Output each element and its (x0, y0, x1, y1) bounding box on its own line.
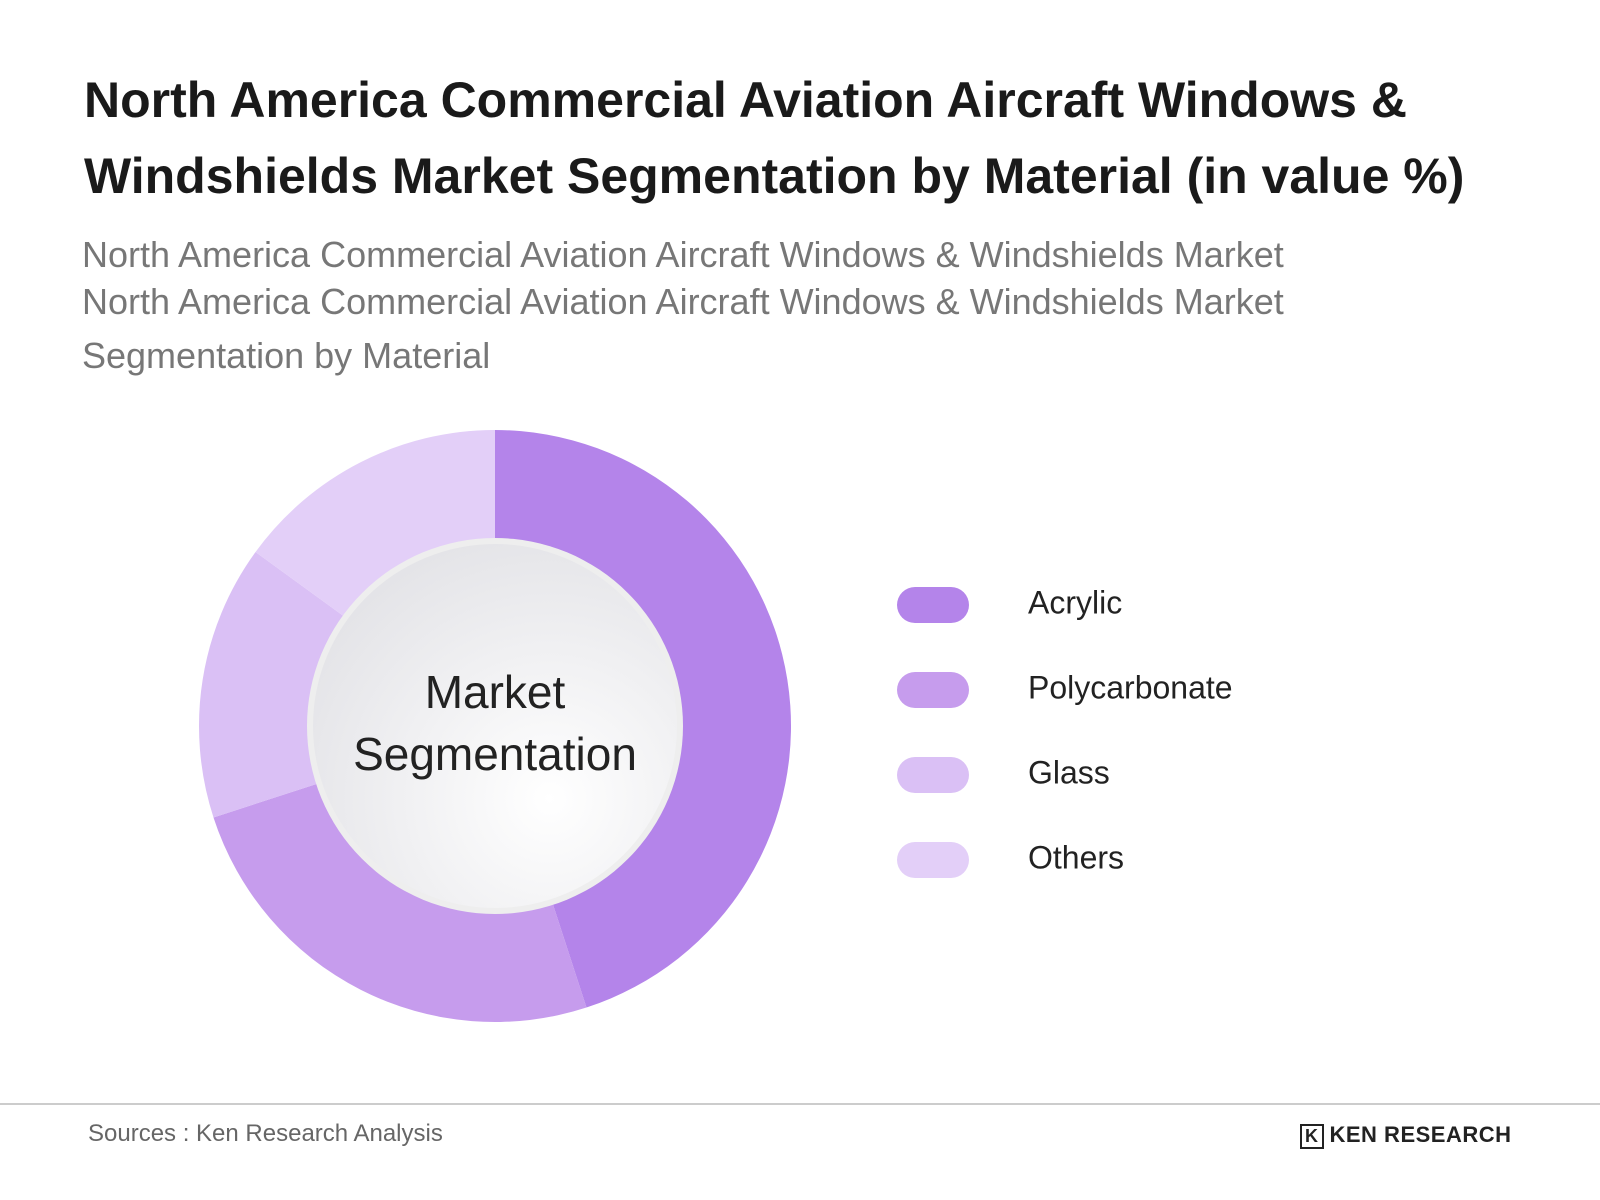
chart: Market Segmentation Acrylic Polycarbonate G… (198, 430, 1233, 1022)
logo-icon: K (1300, 1124, 1324, 1149)
slice (495, 430, 792, 1008)
chart-title: North America Commercial Aviation Aircra… (84, 72, 1465, 204)
subtitle: North America Commercial Aviation Aircra… (82, 281, 1284, 376)
subtitle: North America Commercial Aviation Aircra… (82, 234, 1284, 275)
legend-label: Acrylic (1028, 584, 1122, 620)
logo-text: KEN RESEARCH (1329, 1122, 1512, 1147)
legend-swatch (897, 587, 969, 623)
legend-label: Glass (1028, 754, 1110, 790)
logo: K KEN RESEARCH (1300, 1122, 1512, 1149)
slice (255, 430, 495, 621)
center-disc (313, 544, 677, 908)
legend-swatch (897, 672, 969, 708)
legend-label: Polycarbonate (1028, 669, 1233, 705)
footer-rule (0, 1103, 1600, 1105)
legend-label: Others (1028, 839, 1124, 875)
legend-swatch (897, 757, 969, 793)
center-label: Market Segmentation (353, 666, 637, 780)
slice (213, 781, 587, 1022)
legend-swatch (897, 842, 969, 878)
source: Sources : Ken Research Analysis (88, 1120, 443, 1147)
